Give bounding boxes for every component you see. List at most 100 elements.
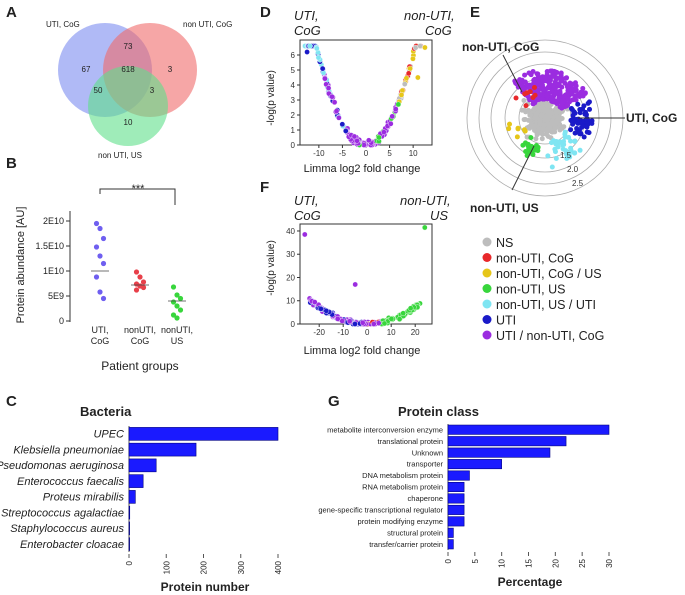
radial-point (546, 124, 552, 130)
protein-class-category-label: chaperone (408, 494, 443, 503)
volcano-d-x-tick-label: -5 (339, 149, 347, 158)
venn-set-label-non-uti-cog: non UTI, CoG (183, 20, 232, 29)
bacteria-category-label: Klebsiella pneumoniae (13, 444, 124, 456)
radial-point (545, 153, 551, 159)
volcano-d-point (417, 43, 423, 49)
protein-class-category-label: DNA metabolism protein (362, 471, 443, 480)
radial-point (570, 97, 576, 103)
radial-point (547, 110, 553, 116)
abundance-point (174, 315, 180, 321)
volcano-f-right-label-line1: non-UTI, (400, 193, 451, 208)
radial-point (521, 97, 527, 103)
radial-point (562, 129, 568, 135)
radial-point (525, 141, 531, 147)
abundance-point (170, 312, 177, 318)
radial-point (569, 91, 575, 97)
radial-point (520, 142, 526, 148)
radial-point (532, 76, 538, 82)
volcano-d-y-label: -log(p value) (266, 70, 277, 126)
volcano-f-point (421, 224, 428, 231)
protein-class-x-tick-label: 10 (498, 558, 507, 567)
radial-point (572, 150, 578, 156)
radial-point (535, 148, 541, 154)
protein-class-x-tick-label: 30 (605, 558, 614, 567)
abundance-plot: Protein abundance [AU] Patient groups **… (15, 183, 193, 373)
radial-point (522, 128, 528, 134)
volcano-f-x-tick-label: -10 (337, 328, 349, 337)
protein-class-bar (447, 459, 502, 470)
protein-class-x-label: Percentage (498, 575, 563, 589)
radial-label-non-uti-us: non-UTI, US (470, 201, 539, 215)
volcano-d-x-tick-label: 5 (387, 149, 392, 158)
volcano-d-x-label: Limma log2 fold change (304, 163, 421, 175)
volcano-d-y-tick-label: 0 (291, 141, 296, 150)
protein-class-bar (447, 436, 567, 447)
radial-point (552, 85, 558, 91)
volcano-d-point (333, 108, 340, 114)
radial-point (543, 114, 549, 120)
abundance-point (100, 295, 107, 302)
radial-point (553, 155, 559, 161)
radial-ring-tick-2-5: 2.5 (572, 179, 584, 188)
volcano-f-y-tick-label: 30 (286, 250, 295, 259)
radial-point (573, 88, 579, 94)
radial-point (558, 71, 564, 77)
volcano-d-point (376, 134, 382, 141)
radial-plot: non-UTI, CoG UTI, CoG non-UTI, US 1.5 2.… (462, 39, 677, 215)
radial-point (553, 105, 559, 111)
venn-count-non-uti-cog-and-us: 3 (150, 86, 155, 95)
volcano-d-point (322, 75, 328, 82)
radial-point (562, 134, 568, 140)
radial-point (565, 84, 571, 90)
abundance-point (97, 253, 103, 259)
volcano-d-left-label-line2: CoG (294, 23, 321, 38)
radial-label-uti-cog: UTI, CoG (626, 111, 677, 125)
radial-point (568, 145, 574, 151)
radial-point (559, 115, 565, 121)
volcano-f-y-tick-label: 40 (286, 227, 295, 236)
volcano-f-right-label-line2: US (430, 208, 448, 223)
abundance-y-tick-label: 1.5E10 (35, 241, 64, 251)
volcano-d-left-label-line1: UTI, (294, 8, 319, 23)
volcano-d-right-label-line1: non-UTI, (404, 8, 455, 23)
radial-point (530, 101, 536, 107)
volcano-d-point (366, 137, 372, 144)
protein-class-category-label: gene-specific transcriptional regulator (318, 506, 443, 515)
volcano-f-y-tick-label: 10 (286, 297, 295, 306)
protein-class-category-label: Unknown (412, 448, 443, 457)
radial-point (569, 118, 575, 124)
volcano-d-y-tick-label: 3 (291, 96, 296, 105)
radial-point (539, 131, 545, 137)
volcano-f-point (352, 321, 358, 327)
radial-point (559, 100, 565, 106)
volcano-f-point (375, 320, 382, 326)
volcano-f-point (388, 316, 395, 322)
legend-marker (482, 268, 492, 278)
radial-point (515, 125, 521, 131)
radial-point (577, 147, 583, 153)
bacteria-x-tick-label: 0 (125, 560, 134, 565)
abundance-y-tick-label: 5E9 (48, 291, 64, 301)
radial-point (539, 113, 545, 119)
volcano-f-x-tick-label: 20 (411, 328, 420, 337)
volcano-d-point (336, 115, 342, 121)
abundance-point (174, 303, 180, 309)
volcano-f-point (301, 231, 308, 238)
abundance-point (97, 289, 103, 295)
radial-point (585, 120, 591, 126)
volcano-d-point (304, 49, 310, 55)
abundance-x-label: Patient groups (101, 359, 178, 373)
volcano-d-x-tick-label: -10 (313, 149, 325, 158)
radial-point (514, 134, 520, 140)
volcano-d-y-tick-label: 1 (291, 126, 296, 135)
abundance-group-label: CoG (91, 336, 110, 346)
radial-point (583, 109, 589, 115)
radial-point (555, 81, 561, 87)
protein-class-category-label: transporter (407, 460, 444, 469)
radial-point (572, 110, 578, 116)
volcano-f-point (407, 305, 414, 312)
volcano-d-point (325, 85, 332, 91)
radial-point (581, 103, 587, 109)
bacteria-x-tick-label: 200 (200, 560, 209, 574)
